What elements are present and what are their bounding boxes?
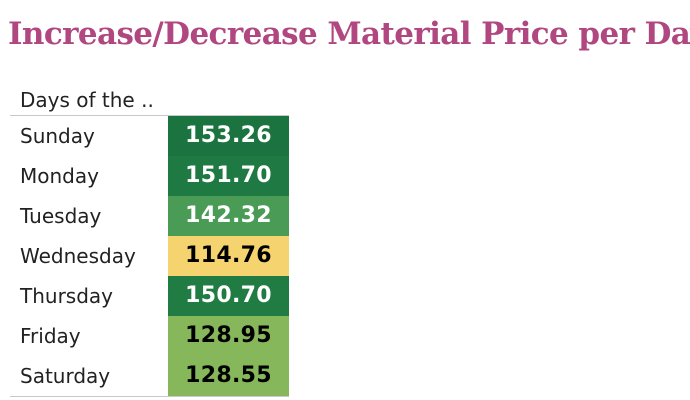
day-label: Saturday (20, 364, 111, 388)
day-label: Monday (20, 164, 99, 188)
highlight-table: Days of the .. Sunday 153.26 Monday 151.70 T… (10, 85, 289, 397)
table-row: Tuesday 142.32 (10, 196, 289, 236)
day-label: Friday (20, 324, 81, 348)
table-body: Sunday 153.26 Monday 151.70 Tuesday 142.32 Wed… (10, 116, 289, 397)
day-label: Sunday (20, 124, 95, 148)
column-header-days[interactable]: Days of the .. (20, 88, 154, 112)
table-row: Thursday 150.70 (10, 276, 289, 316)
table-row: Saturday 128.55 (10, 356, 289, 396)
table-header-row: Days of the .. (10, 85, 289, 116)
day-label: Thursday (20, 284, 113, 308)
value-cell[interactable]: 151.70 (168, 156, 289, 196)
value-cell[interactable]: 153.26 (168, 116, 289, 156)
value-cell[interactable]: 150.70 (168, 276, 289, 316)
day-label: Tuesday (20, 204, 102, 228)
table-row: Friday 128.95 (10, 316, 289, 356)
table-row: Monday 151.70 (10, 156, 289, 196)
chart-title: Increase/Decrease Material Price per Day (8, 16, 690, 52)
value-cell[interactable]: 128.55 (168, 356, 289, 396)
table-row: Sunday 153.26 (10, 116, 289, 156)
value-cell[interactable]: 128.95 (168, 316, 289, 356)
value-cell[interactable]: 114.76 (168, 236, 289, 276)
value-cell[interactable]: 142.32 (168, 196, 289, 236)
day-label: Wednesday (20, 244, 136, 268)
table-row: Wednesday 114.76 (10, 236, 289, 276)
